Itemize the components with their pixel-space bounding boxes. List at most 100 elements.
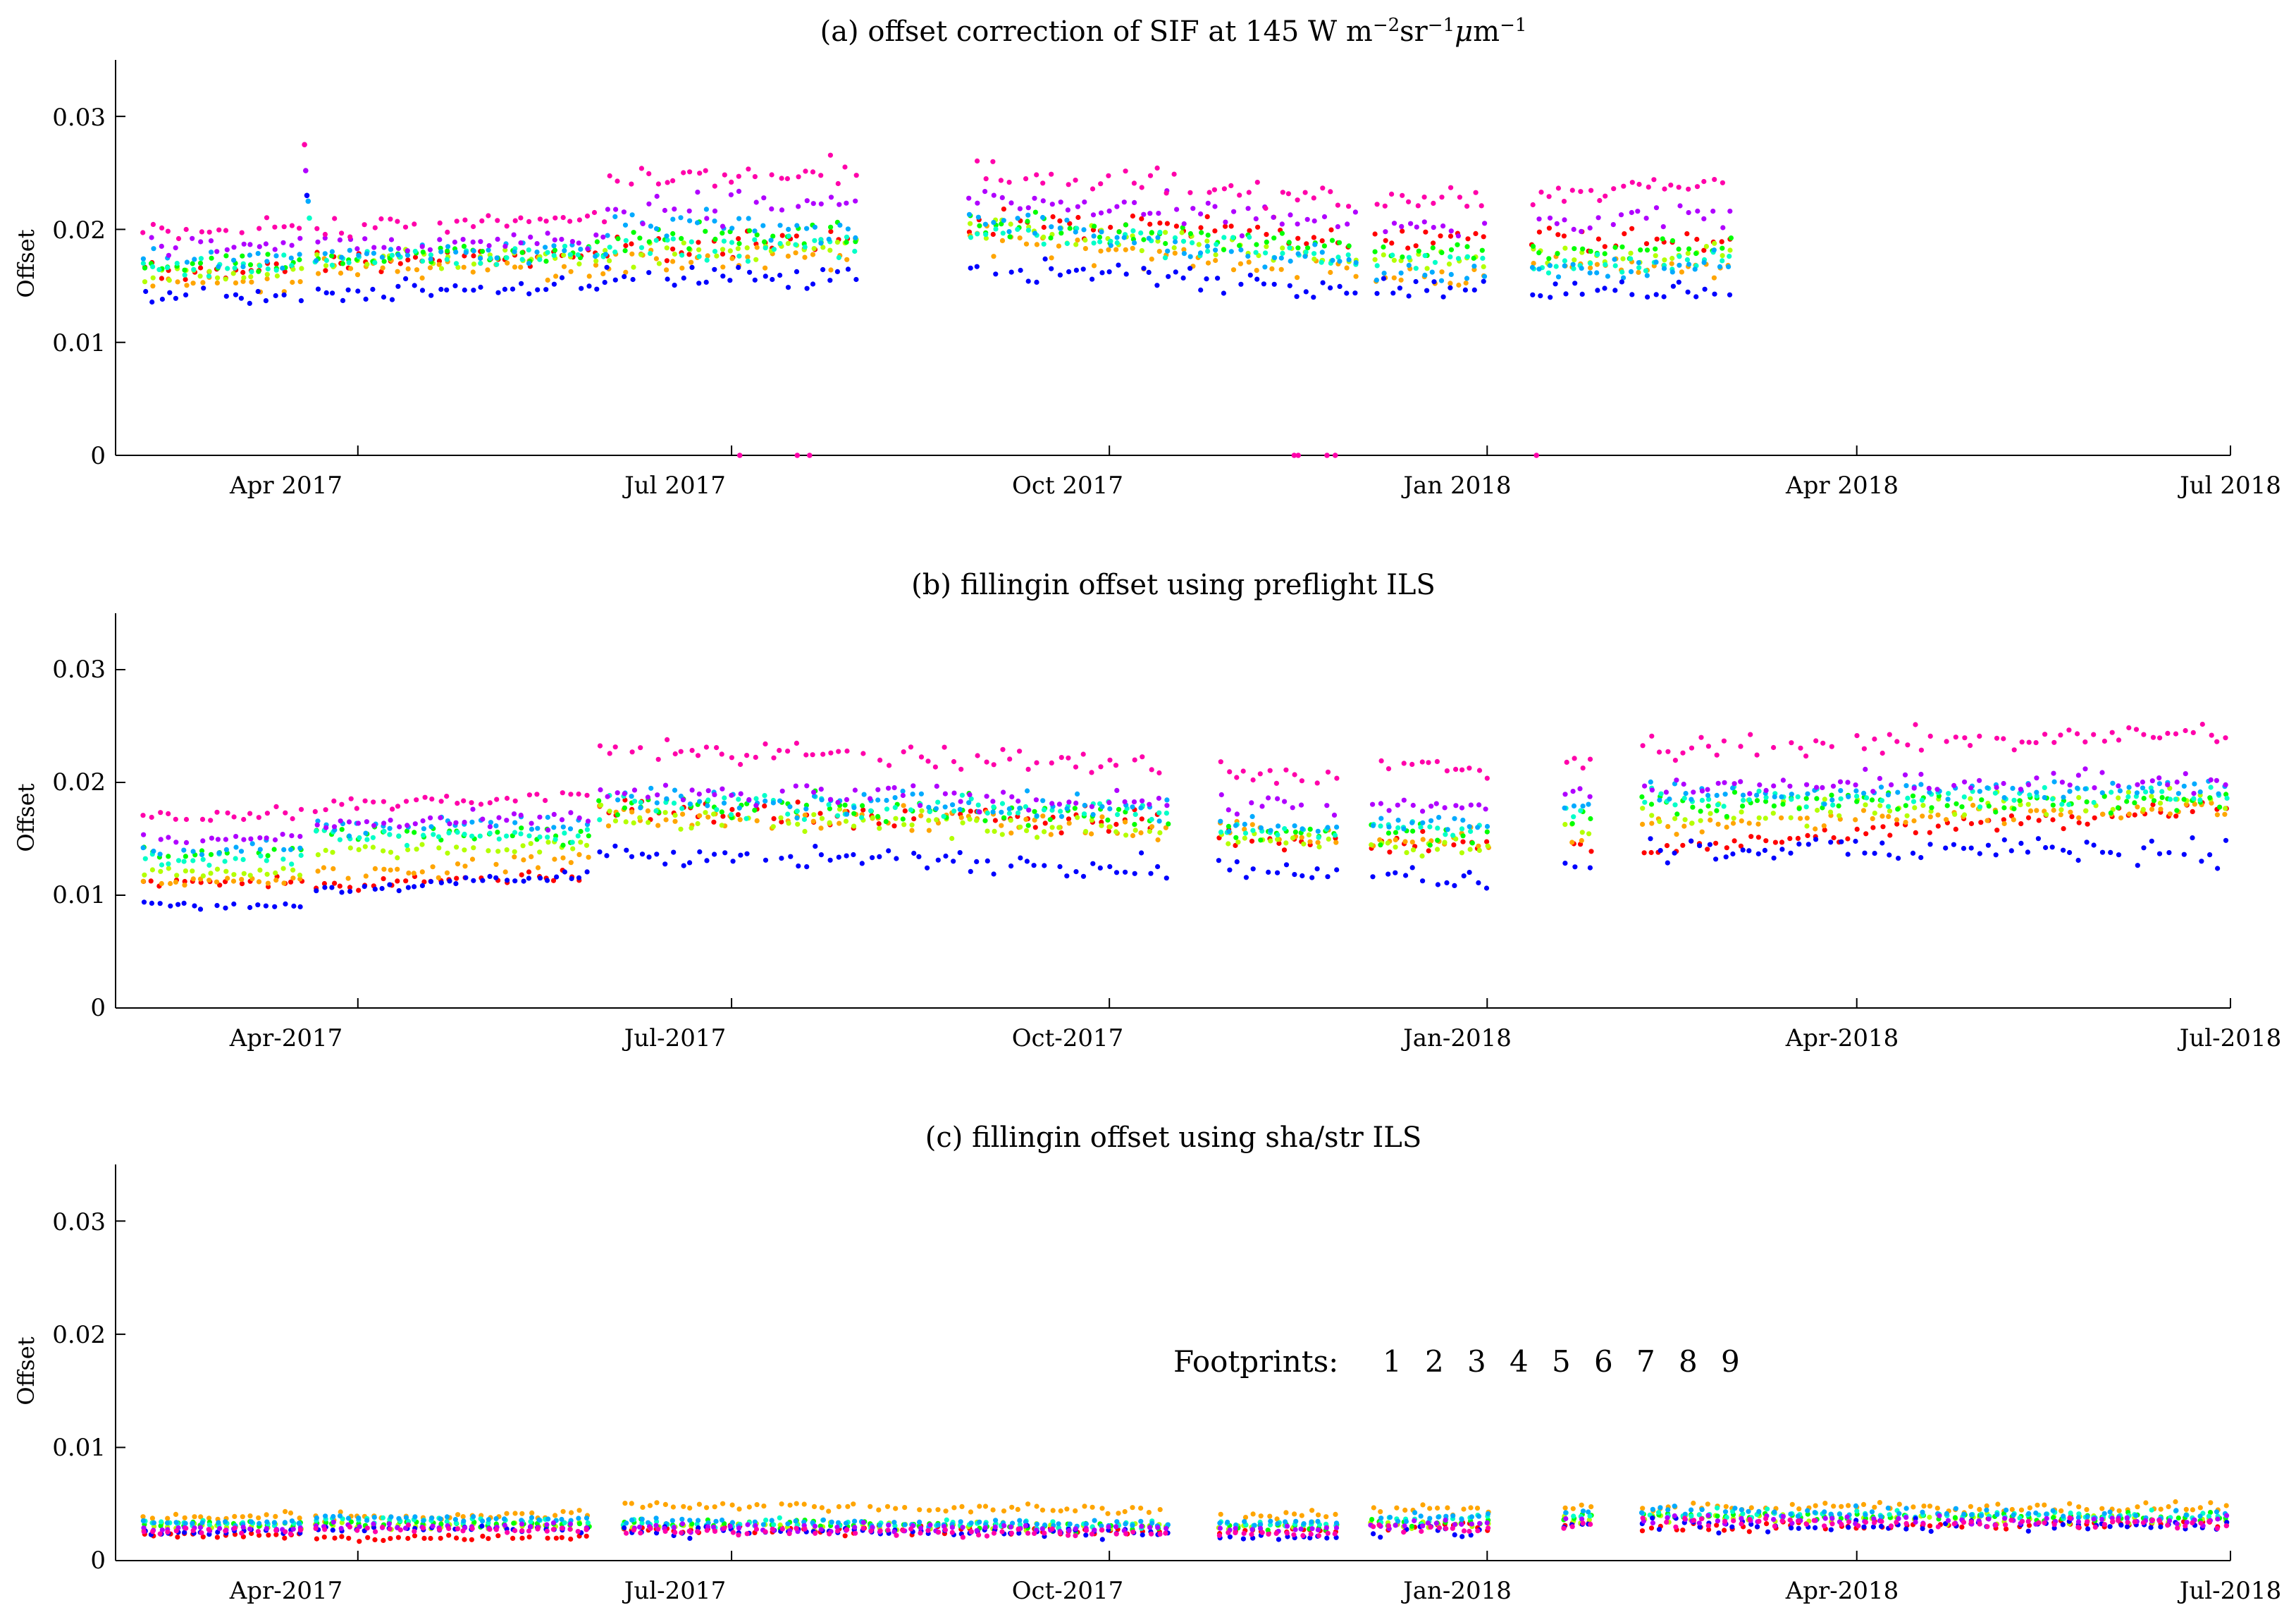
panel-b-point-fp4: [1780, 801, 1785, 806]
panel-b-point-fp8: [2191, 791, 2196, 796]
panel-b-point-fp7: [1462, 873, 1467, 878]
panel-b-point-fp9: [598, 744, 603, 749]
panel-a-point-fp2: [505, 261, 510, 266]
panel-a-point-fp9: [810, 169, 815, 174]
panel-b-point-fp9: [1572, 756, 1577, 761]
panel-c-point-fp7: [2158, 1525, 2163, 1530]
panel-b-point-fp4: [519, 825, 524, 830]
panel-b-point-fp7: [314, 888, 319, 893]
panel-b-point-fp9: [2165, 731, 2170, 736]
panel-a-point-fp9: [184, 227, 189, 232]
panel-a-point-fp4: [543, 259, 548, 264]
panel-b-point-fp9: [607, 751, 612, 756]
panel-a-point-fp7: [1553, 281, 1558, 286]
panel-a-ytick-1: 0.01: [52, 329, 106, 357]
panel-b-point-fp8: [1664, 789, 1669, 794]
panel-c-point-fp2: [1099, 1506, 1104, 1511]
panel-a-point-fp2: [1056, 244, 1061, 249]
panel-b-point-fp7: [804, 864, 809, 869]
panel-b-point-fp1: [993, 818, 998, 823]
panel-c-point-fp6: [1796, 1513, 1801, 1518]
panel-c-point-fp1: [1747, 1529, 1752, 1534]
panel-c-point-fp6: [364, 1518, 369, 1523]
panel-b-point-fp8: [289, 833, 294, 838]
panel-a-point-fp8: [585, 246, 590, 251]
panel-b-point-fp9: [184, 817, 189, 822]
panel-b-point-fp5: [908, 807, 913, 812]
panel-c-point-fp7: [1929, 1529, 1934, 1534]
panel-c-point-fp2: [455, 1512, 460, 1517]
panel-b-point-fp9: [1251, 777, 1256, 782]
panel-b-point-fp7: [545, 878, 550, 883]
panel-b-point-fp7: [992, 871, 996, 876]
panel-c-point-fp6: [1822, 1509, 1827, 1514]
panel-b-point-fp6: [862, 792, 867, 797]
panel-b-point-fp8: [184, 840, 189, 845]
panel-a-point-fp7: [1147, 270, 1152, 275]
panel-a-point-fp7: [1602, 285, 1607, 290]
panel-b-point-fp7: [2166, 850, 2171, 855]
panel-b-point-fp6: [1396, 818, 1401, 823]
panel-a-point-fp7: [1272, 282, 1277, 287]
panel-a-point-fp6: [1579, 266, 1584, 271]
panel-b-point-fp4: [2152, 798, 2156, 803]
panel-a-point-fp7: [1671, 284, 1676, 289]
panel-a-point-fp1: [1389, 240, 1394, 245]
panel-a-point-fp2: [1000, 238, 1005, 243]
panel-a-xtick-3: Jan 2018: [1401, 472, 1511, 500]
panel-a-point-fp4: [1431, 245, 1436, 250]
panel-b-point-fp7: [1436, 882, 1440, 887]
panel-b-point-fp8: [2076, 773, 2081, 777]
panel-a-point-fp3: [1712, 241, 1717, 246]
panel-b-point-fp2: [1307, 840, 1312, 844]
panel-a-point-fp9: [1448, 185, 1453, 190]
panel-a-point-fp5: [736, 254, 741, 259]
panel-c-point-fp7: [1765, 1530, 1770, 1535]
panel-c-point-fp8: [745, 1522, 750, 1527]
panel-b-point-fp7: [214, 903, 219, 908]
panel-b-point-fp8: [1968, 785, 1973, 790]
panel-c-point-fp6: [1486, 1511, 1490, 1516]
panel-a-point-fp8: [593, 233, 598, 238]
panel-a-point-fp8: [257, 244, 262, 249]
panel-a-point-fp5: [1636, 265, 1641, 270]
panel-b-point-fp8: [1476, 802, 1481, 807]
panel-a-point-fp2: [355, 272, 360, 277]
panel-b-point-fp1: [1748, 834, 1753, 839]
panel-b-point-fp5: [545, 835, 550, 840]
panel-b-point-fp9: [2209, 733, 2214, 738]
panel-b-point-fp1: [395, 878, 400, 883]
panel-b-point-fp7: [412, 884, 416, 889]
panel-b-point-fp1: [1832, 835, 1837, 840]
panel-b-point-fp9: [1007, 756, 1012, 761]
panel-a-point-fp8: [805, 198, 810, 203]
panel-b-point-fp9: [414, 797, 419, 802]
panel-b-point-fp7: [1689, 839, 1693, 844]
panel-b-point-fp7: [1724, 854, 1729, 859]
panel-a-point-fp3: [167, 278, 172, 283]
panel-a-point-fp9: [388, 216, 393, 221]
panel-c-point-fp2: [893, 1506, 898, 1511]
panel-b-point-fp7: [298, 904, 303, 909]
panel-a-point-fp9: [1701, 179, 1706, 184]
panel-b-point-fp3: [663, 810, 668, 815]
panel-a-point-fp7: [805, 286, 810, 291]
panel-a-point-fp4: [1221, 247, 1226, 252]
panel-c-point-fp2: [788, 1503, 793, 1508]
panel-a-point-fp6: [837, 223, 842, 228]
panel-a-point-fp8: [1041, 198, 1046, 203]
panel-c-point-fp2: [648, 1503, 653, 1508]
panel-b-point-fp7: [283, 902, 288, 906]
panel-c-point-fp6: [821, 1518, 826, 1523]
panel-a-point-fp7: [1261, 281, 1266, 286]
panel-b-point-fp1: [1066, 816, 1071, 821]
panel-b-point-fp6: [705, 803, 710, 808]
panel-b-point-fp7: [1880, 840, 1884, 845]
panel-b-point-fp6: [1452, 816, 1457, 821]
panel-b-ytick-1: 0.01: [52, 881, 106, 909]
panel-a-point-fp6: [1605, 273, 1610, 278]
panel-a-point-fp3: [1264, 244, 1269, 249]
panel-a-point-fp2: [1213, 258, 1218, 263]
panel-c-point-fp6: [1805, 1508, 1810, 1513]
panel-b-point-fp9: [1459, 768, 1464, 773]
